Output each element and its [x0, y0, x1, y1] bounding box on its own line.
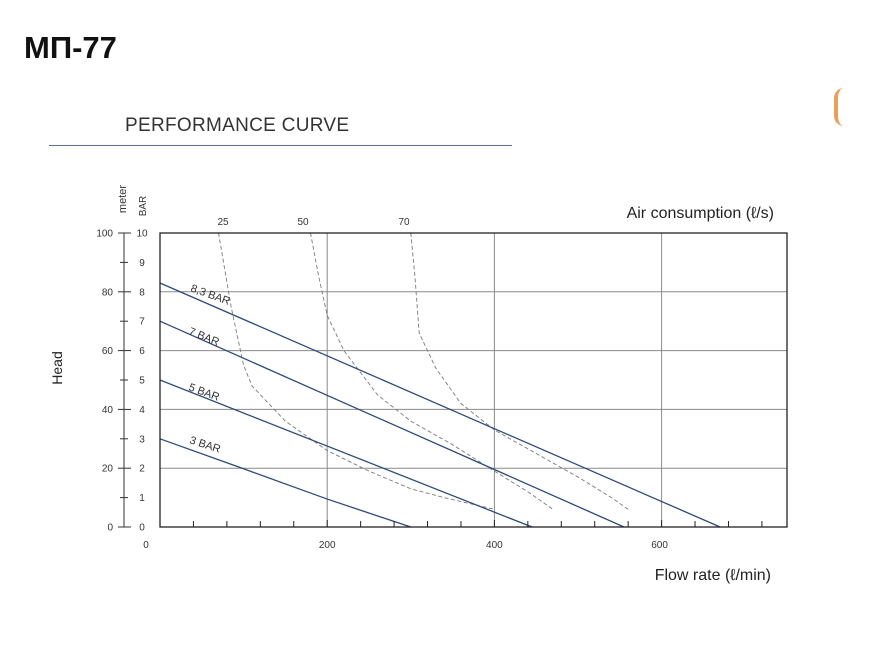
series-label: 5 BAR [187, 382, 221, 404]
y-bar-tick-label: 0 [139, 523, 145, 534]
air-curve-50 [310, 232, 554, 510]
y-bar-tick-label: 4 [139, 405, 145, 416]
plot-frame [159, 232, 788, 528]
top-axis-title: Air consumption (ℓ/s) [627, 205, 774, 222]
y-meter-tick-label: 80 [102, 287, 114, 298]
air-curve-label-25: 25 [217, 217, 229, 228]
air-consumption-curves: 25 50 70 [217, 217, 629, 510]
y-meter-tick-label: 100 [96, 229, 113, 240]
section-title: PERFORMANCE CURVE [125, 115, 350, 136]
air-curve-25 [218, 232, 495, 510]
air-curve-label-50: 50 [297, 217, 309, 228]
y-meter-tick-label: 60 [102, 346, 114, 357]
axes: 0 200 400 600 0 20 40 60 80 100 0 1 2 3 4 5 6 7 8 9 10 [96, 229, 763, 551]
series-line [159, 379, 533, 528]
y-meter-tick-label: 40 [102, 405, 114, 416]
title-underline [49, 145, 512, 146]
x-axis-title: Flow rate (ℓ/min) [655, 567, 771, 584]
x-tick-label: 200 [319, 540, 336, 551]
model-title: МП-77 [24, 30, 117, 65]
air-curve-70 [410, 232, 629, 510]
y-unit-meter: meter [117, 185, 129, 213]
series-line [159, 282, 721, 528]
y-bar-tick-label: 1 [139, 493, 145, 504]
y-meter-tick-label: 20 [102, 464, 114, 475]
x-tick-label: 0 [143, 540, 149, 551]
y-bar-tick-label: 5 [139, 376, 145, 387]
y-bar-tick-label: 8 [139, 287, 145, 298]
x-tick-label: 400 [486, 540, 503, 551]
y-unit-bar: BAR [138, 196, 149, 217]
series-line [159, 438, 412, 528]
series-label: 8,3 BAR [189, 283, 232, 308]
air-curve-label-70: 70 [398, 217, 410, 228]
y-bar-tick-label: 9 [139, 258, 145, 269]
y-meter-tick-label: 0 [107, 523, 113, 534]
y-bar-tick-label: 6 [139, 346, 145, 357]
series-label: 7 BAR [187, 326, 221, 349]
y-bar-tick-label: 10 [136, 229, 148, 240]
orange-edge-mark [834, 88, 850, 126]
y-bar-tick-label: 7 [139, 317, 145, 328]
y-axis-title: Head [49, 351, 65, 384]
y-bar-tick-label: 2 [139, 464, 145, 475]
series-label: 3 BAR [188, 434, 222, 455]
x-tick-label: 600 [651, 540, 668, 551]
grid-lines [160, 232, 787, 527]
series-line [159, 320, 625, 528]
pressure-curves: 8,3 BAR 7 BAR 5 BAR 3 BAR [159, 282, 721, 528]
y-bar-tick-label: 3 [139, 434, 145, 445]
